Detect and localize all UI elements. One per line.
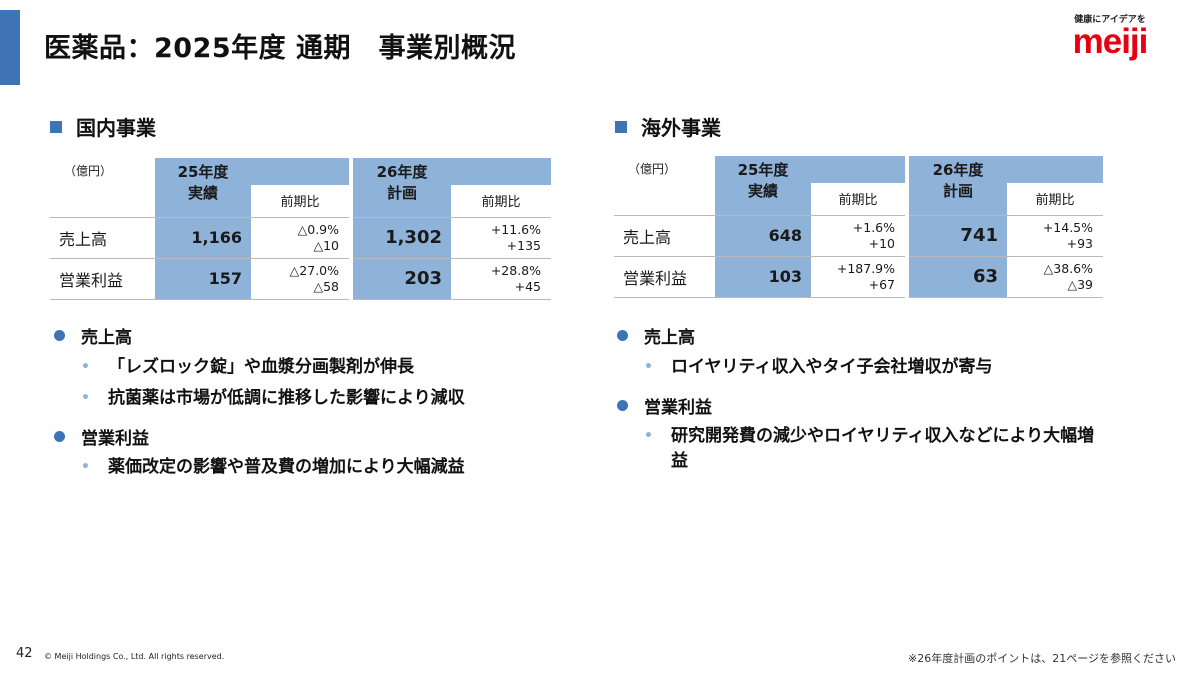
- sub-bullet-icon: •: [644, 359, 653, 375]
- bullet-heading: 営業利益: [617, 390, 1111, 420]
- logo-tagline: 健康にアイデアを: [1074, 15, 1146, 25]
- bullet-dot-icon: [617, 329, 628, 341]
- value-fy25: 1,166: [155, 216, 251, 259]
- change-abs: +10: [868, 235, 895, 251]
- change-fy25: △0.9% △10: [251, 216, 353, 259]
- row-label: 営業利益: [614, 256, 715, 298]
- bullet-title: 営業利益: [644, 397, 712, 418]
- list-item: • 抗菌薬は市場が低調に推移した影響により減収: [54, 386, 548, 411]
- change-pct: +14.5%: [1042, 219, 1093, 235]
- change-fy25: △27.0% △58: [251, 258, 353, 300]
- overseas-col-yoy25: 前期比: [811, 183, 909, 216]
- value-fy25: 648: [715, 214, 811, 257]
- bullet-title: 営業利益: [81, 428, 149, 449]
- domestic-section-heading: 国内事業: [50, 112, 156, 141]
- table-row: 売上高 648 +1.6% +10 741 +14.5% +93: [614, 214, 1103, 257]
- overseas-bullets: 売上高 • ロイヤリティ収入やタイ子会社増収が寄与 営業利益 • 研究開発費の減少や…: [617, 320, 1111, 474]
- change-fy26: +14.5% +93: [1007, 214, 1103, 257]
- page-title: 医薬品：2025年度 通期 事業別概況: [44, 33, 517, 64]
- bullet-title: 売上高: [644, 327, 695, 348]
- change-fy26: △38.6% △39: [1007, 256, 1103, 298]
- domestic-col-yoy26: 前期比: [451, 185, 551, 218]
- change-pct: △38.6%: [1043, 260, 1093, 276]
- title-accent-bar: [0, 10, 20, 85]
- bullet-dot-icon: [54, 329, 65, 341]
- list-item: • ロイヤリティ収入やタイ子会社増収が寄与: [617, 355, 1111, 380]
- change-pct: +28.8%: [490, 262, 541, 278]
- overseas-kpi-table: 25年度 実績 26年度 計画 前期比 前期比 売上高 648 +1.6% +10…: [614, 156, 1103, 298]
- table-row: 売上高 1,166 △0.9% △10 1,302 +11.6% +135: [50, 216, 551, 259]
- page-number: 42: [16, 646, 33, 661]
- list-item: • 薬価改定の影響や普及費の増加により大幅減益: [54, 455, 548, 480]
- row-label: 売上高: [614, 214, 715, 257]
- change-abs: △10: [313, 237, 339, 253]
- change-pct: △27.0%: [289, 262, 339, 278]
- sub-bullet-icon: •: [81, 390, 90, 406]
- sub-bullet-icon: •: [81, 459, 90, 475]
- change-abs: △39: [1067, 276, 1093, 292]
- domestic-kpi-table: 25年度 実績 26年度 計画 前期比 前期比 売上高 1,166 △0.9% △…: [50, 158, 551, 300]
- table-row: 営業利益 103 +187.9% +67 63 △38.6% △39: [614, 256, 1103, 298]
- table-row: 営業利益 157 △27.0% △58 203 +28.8% +45: [50, 258, 551, 300]
- bullet-heading: 営業利益: [54, 421, 548, 451]
- heading-square-icon: [50, 120, 62, 133]
- change-fy26: +28.8% +45: [451, 258, 551, 300]
- logo-wordmark: meiji: [1072, 22, 1149, 61]
- bullet-heading: 売上高: [54, 320, 548, 350]
- value-fy26: 63: [907, 256, 1007, 298]
- footnote-text: ※26年度計画のポイントは、21ページを参照ください: [908, 652, 1176, 665]
- change-pct: +11.6%: [490, 221, 541, 237]
- change-fy25: +187.9% +67: [811, 256, 909, 298]
- bullet-dot-icon: [617, 399, 628, 411]
- bullet-dot-icon: [54, 430, 65, 442]
- change-fy26: +11.6% +135: [451, 216, 551, 259]
- change-abs: +93: [1066, 235, 1093, 251]
- heading-square-icon: [615, 120, 627, 133]
- sub-bullet-icon: •: [644, 428, 653, 444]
- copyright-text: © Meiji Holdings Co., Ltd. All rights re…: [44, 652, 225, 661]
- domestic-col-yoy25: 前期比: [251, 185, 353, 218]
- domestic-heading: 国内事業: [76, 116, 156, 140]
- sub-bullet-icon: •: [81, 359, 90, 375]
- list-item: • 研究開発費の減少やロイヤリティ収入などにより大幅増益: [617, 424, 1111, 474]
- change-fy25: +1.6% +10: [811, 214, 909, 257]
- overseas-col-yoy26: 前期比: [1007, 183, 1103, 216]
- value-fy26: 203: [351, 258, 451, 300]
- value-fy25: 103: [715, 256, 811, 298]
- bullet-heading: 売上高: [617, 320, 1111, 350]
- overseas-section-heading: 海外事業: [615, 112, 721, 141]
- list-item: • 「レズロック錠」や血漿分画製剤が伸長: [54, 355, 548, 380]
- overseas-heading: 海外事業: [641, 116, 721, 140]
- value-fy26: 1,302: [351, 216, 451, 259]
- change-abs: +45: [514, 278, 541, 294]
- change-pct: +1.6%: [852, 219, 895, 235]
- domestic-unit-label: （億円）: [64, 164, 113, 178]
- overseas-unit-label: （億円）: [628, 162, 677, 176]
- overseas-col-fy25: 25年度 実績: [715, 156, 811, 215]
- change-abs: △58: [313, 278, 339, 294]
- meiji-logo: 健康にアイデアを meiji: [1060, 12, 1160, 59]
- value-fy25: 157: [155, 258, 251, 300]
- row-label: 売上高: [50, 216, 155, 259]
- bullet-title: 売上高: [81, 327, 132, 348]
- overseas-col-fy26: 26年度 計画: [907, 156, 1007, 215]
- change-pct: +187.9%: [836, 260, 895, 276]
- change-pct: △0.9%: [297, 221, 339, 237]
- domestic-col-fy26: 26年度 計画: [351, 158, 451, 217]
- change-abs: +67: [868, 276, 895, 292]
- domestic-bullets: 売上高 • 「レズロック錠」や血漿分画製剤が伸長 • 抗菌薬は市場が低調に推移した影…: [54, 320, 548, 480]
- value-fy26: 741: [907, 214, 1007, 257]
- change-abs: +135: [506, 237, 541, 253]
- domestic-col-fy25: 25年度 実績: [155, 158, 251, 217]
- row-label: 営業利益: [50, 258, 155, 300]
